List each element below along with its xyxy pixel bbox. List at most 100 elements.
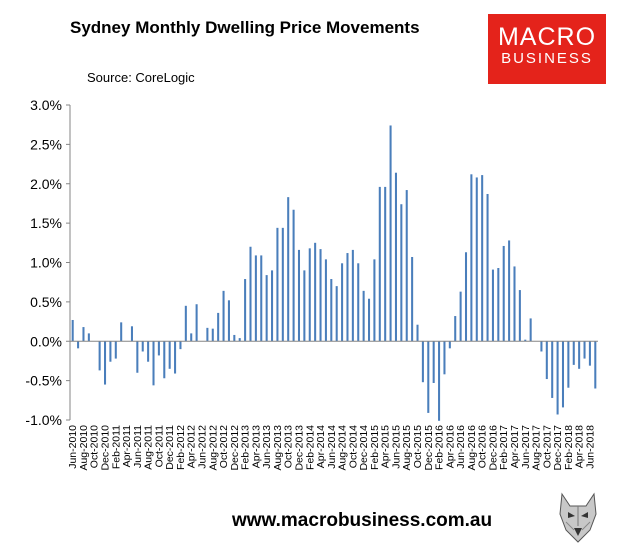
bar [497, 268, 500, 342]
logo-line-1: MACRO [497, 23, 597, 51]
x-tick-label: Aug-2011 [143, 425, 155, 470]
bar [464, 252, 468, 342]
bar [578, 341, 581, 369]
bar [190, 333, 193, 342]
bar [87, 333, 90, 342]
bar [114, 341, 117, 359]
x-tick-label: Jun-2012 [197, 425, 209, 469]
x-tick-label: Oct-2011 [153, 425, 165, 468]
bars [71, 125, 597, 421]
x-tick-label: Feb-2017 [498, 425, 510, 470]
bar [540, 341, 543, 352]
x-tick-label: Dec-2013 [293, 425, 305, 471]
x-tick-label: Dec-2017 [552, 425, 564, 471]
x-tick-label: Feb-2016 [434, 425, 446, 470]
bar [227, 300, 230, 342]
bar [265, 275, 268, 342]
bar [513, 266, 516, 342]
x-tick-label: Feb-2018 [563, 425, 575, 470]
x-tick-label: Apr-2018 [574, 425, 586, 468]
bar [448, 341, 451, 349]
x-tick-label: Apr-2012 [186, 425, 198, 468]
y-tick-label: 3.0% [30, 97, 62, 113]
bar [486, 193, 489, 342]
bar [411, 256, 414, 342]
bar [292, 209, 295, 342]
bar [572, 341, 575, 365]
x-tick-label: Dec-2015 [423, 425, 435, 471]
x-tick-label: Jun-2010 [67, 425, 79, 469]
x-tick-label: Apr-2014 [315, 425, 327, 468]
x-tick-label: Jun-2017 [520, 425, 532, 469]
x-tick-label: Jun-2011 [132, 425, 144, 468]
x-tick-label: Apr-2017 [509, 425, 521, 468]
bar [217, 312, 220, 342]
chart-source: Source: CoreLogic [87, 70, 195, 85]
bar [71, 319, 74, 342]
x-tick-label: Dec-2014 [358, 425, 370, 471]
bar [470, 174, 473, 342]
x-tick-label: Oct-2017 [541, 425, 553, 468]
bar [308, 248, 311, 342]
bar [141, 341, 144, 352]
y-tick-label: 2.0% [30, 176, 62, 192]
bar [459, 291, 462, 342]
bar [222, 290, 225, 342]
bar [368, 298, 371, 342]
x-tick-label: Oct-2013 [283, 425, 295, 468]
bar [77, 341, 80, 349]
bar [109, 341, 112, 362]
x-tick-label: Feb-2014 [304, 425, 316, 470]
bar [157, 341, 160, 356]
x-tick-label: Dec-2016 [487, 425, 499, 471]
bar [362, 290, 365, 342]
bar [438, 341, 441, 421]
bar [394, 172, 397, 342]
bar [206, 327, 209, 342]
bar [211, 328, 214, 342]
bar [454, 316, 457, 342]
bar [389, 125, 392, 342]
bar [195, 304, 198, 342]
x-tick-label: Aug-2015 [401, 425, 413, 471]
bar [281, 227, 284, 342]
bar [529, 318, 532, 342]
x-tick-label: Aug-2012 [207, 425, 219, 471]
bar [405, 190, 408, 342]
bar [330, 279, 333, 342]
x-tick-label: Oct-2016 [477, 425, 489, 468]
y-tick-label: -0.5% [25, 373, 62, 389]
bar [373, 259, 376, 342]
x-tick-label: Dec-2010 [100, 425, 112, 471]
bar [351, 249, 354, 342]
x-tick-label: Dec-2011 [164, 425, 176, 470]
y-axis-ticks: 3.0% 2.5% 2.0% 1.5% 1.0% 0.5% 0.0% -0.5% -1.0% [25, 97, 70, 428]
bar [583, 341, 586, 359]
bar [341, 263, 344, 342]
y-tick-label: 2.5% [30, 136, 62, 152]
bar [120, 322, 123, 342]
bar [319, 249, 322, 342]
logo-line-2: BUSINESS [501, 50, 593, 67]
bar [174, 341, 177, 374]
bar [357, 263, 360, 342]
x-axis-ticks: Jun-2010Aug-2010Oct-2010Dec-2010Feb-2011… [67, 425, 596, 471]
bar [335, 286, 338, 342]
bar [421, 341, 424, 383]
x-tick-label: Apr-2011 [121, 425, 133, 468]
x-tick-label: Feb-2015 [369, 425, 381, 470]
y-tick-label: 0.0% [30, 333, 62, 349]
x-tick-label: Feb-2012 [175, 425, 187, 470]
macrobusiness-logo: MACRO BUSINESS [488, 14, 606, 84]
x-tick-label: Apr-2015 [380, 425, 392, 468]
bar [545, 341, 548, 380]
bar [82, 327, 85, 342]
bar [416, 324, 419, 342]
bar [130, 326, 133, 342]
bar [556, 341, 559, 415]
bar [524, 339, 527, 342]
bar [508, 240, 511, 342]
bar [400, 204, 403, 342]
bar [491, 269, 494, 342]
